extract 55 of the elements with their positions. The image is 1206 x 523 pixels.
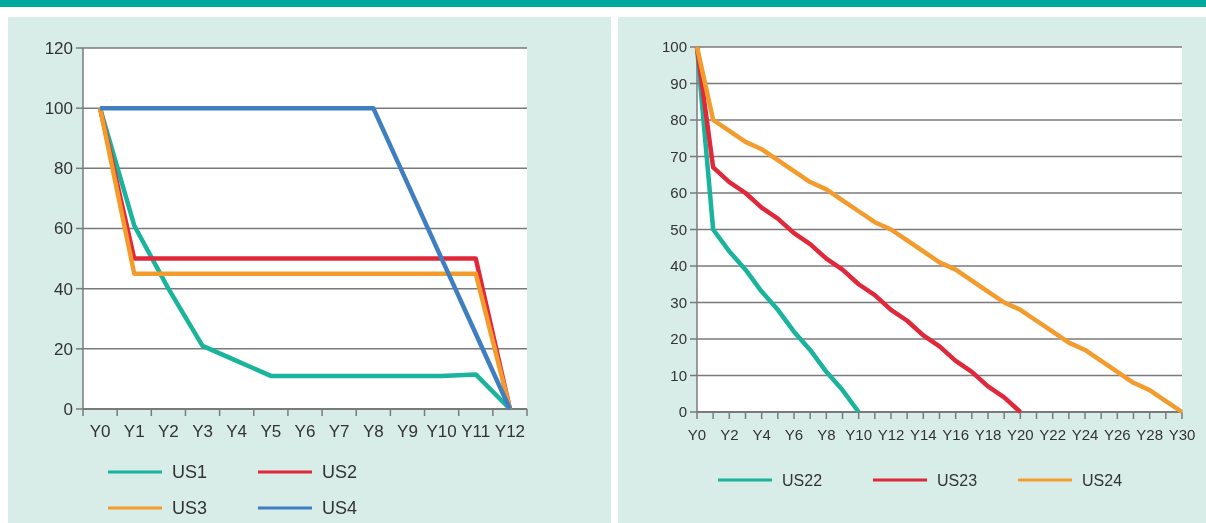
y-tick-label: 80: [670, 111, 687, 129]
x-tick-label: Y28: [1136, 426, 1164, 443]
x-tick-label: Y2: [720, 426, 739, 443]
x-tick-label: Y10: [845, 426, 873, 443]
y-tick-label: 10: [670, 366, 687, 384]
y-tick-label: 50: [670, 220, 687, 238]
y-tick-label: 20: [54, 339, 73, 359]
y-tick-label: 100: [44, 99, 73, 119]
y-tick-label: 80: [54, 159, 73, 179]
x-tick-label: Y26: [1103, 426, 1131, 443]
x-tick-label: Y6: [784, 426, 804, 443]
y-tick-label: 30: [670, 293, 687, 311]
legend-label: US4: [322, 498, 358, 519]
x-tick-label: Y4: [226, 422, 248, 441]
legend-label: US22: [782, 471, 823, 489]
x-tick-label: Y5: [260, 422, 282, 441]
legend-label: US3: [172, 498, 208, 519]
x-tick-label: Y11: [461, 422, 491, 441]
legend-label: US1: [172, 462, 208, 483]
line-series: [97, 105, 513, 412]
y-tick-label: 40: [670, 257, 687, 275]
x-tick-label: Y18: [974, 426, 1002, 443]
y-tick-label: 40: [54, 279, 73, 299]
y-tick-label: 60: [54, 219, 73, 239]
x-tick-label: Y8: [817, 426, 836, 443]
x-tick-label: Y4: [752, 426, 771, 443]
y-tick-label: 60: [670, 184, 687, 202]
legend-label: US2: [322, 462, 358, 483]
x-tick-label: Y0: [687, 426, 707, 443]
x-tick-label: Y14: [909, 426, 937, 443]
x-tick-label: Y24: [1071, 426, 1099, 443]
x-tick-label: Y1: [123, 422, 145, 441]
x-tick-label: Y6: [294, 422, 316, 441]
x-tick-label: Y10: [426, 422, 457, 441]
y-tick-label: 0: [63, 399, 73, 419]
x-tick-label: Y9: [397, 422, 418, 441]
x-tick-label: Y12: [877, 426, 905, 443]
y-tick-label: 100: [661, 38, 687, 56]
x-tick-label: Y12: [494, 422, 526, 441]
y-tick-label: 20: [670, 330, 687, 348]
x-tick-label: Y2: [157, 422, 179, 441]
y-tick-label: 0: [678, 403, 687, 421]
x-tick-label: Y20: [1006, 426, 1034, 443]
legend-label: US23: [937, 471, 978, 489]
x-tick-label: Y0: [89, 422, 111, 441]
y-tick-label: 90: [670, 74, 687, 92]
x-tick-label: Y22: [1039, 426, 1067, 443]
y-tick-label: 70: [670, 147, 687, 165]
y-tick-label: 120: [44, 38, 73, 58]
x-tick-label: Y7: [328, 422, 350, 441]
x-tick-label: Y16: [942, 426, 970, 443]
x-tick-label: Y30: [1168, 426, 1196, 443]
legend-label: US24: [1082, 471, 1123, 489]
x-tick-label: Y3: [192, 422, 213, 441]
x-tick-label: Y8: [362, 422, 384, 441]
